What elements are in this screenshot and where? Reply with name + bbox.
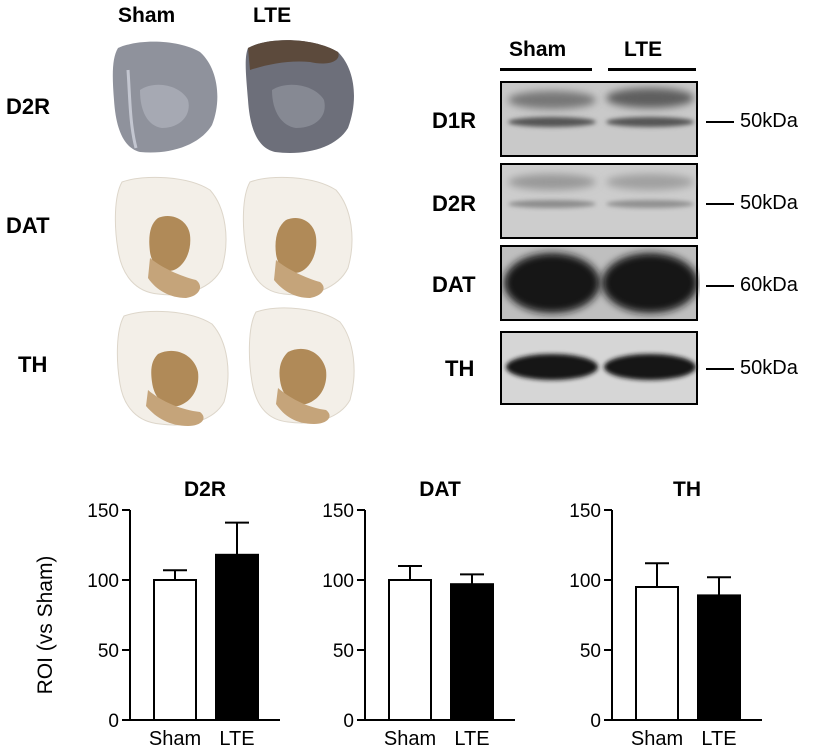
y-tick-label-d2r-100: 100	[87, 571, 119, 592]
chart-title-dat: DAT	[419, 478, 461, 501]
wb-marker-tick-d2r	[706, 203, 734, 205]
brain-section-d2r-lte	[245, 40, 354, 153]
wb-marker-tick-d1r	[706, 121, 734, 123]
bar-th-lte	[697, 594, 741, 721]
bar-dat-lte	[450, 583, 494, 721]
ihc-col-header-lte: LTE	[253, 4, 292, 27]
blot-strip-d1r	[500, 81, 698, 157]
ihc-col-header-sham: Sham	[118, 4, 176, 27]
chart-title-th: TH	[673, 478, 701, 501]
brain-section-dat-sham	[114, 176, 227, 298]
y-tick-label-d2r-50: 50	[98, 641, 119, 662]
brain-section-d2r-sham	[112, 41, 218, 153]
bar-d2r-sham	[153, 579, 197, 721]
wb-col-header-sham: Sham	[509, 38, 567, 61]
wb-size-label-d2r: 50kDa	[740, 192, 798, 214]
bar-d2r-lte	[215, 553, 259, 721]
wb-row-label-d1r: D1R	[432, 108, 477, 133]
ihc-row-label-dat: DAT	[6, 213, 50, 238]
wb-size-label-dat: 60kDa	[740, 274, 798, 296]
wb-row-label-th: TH	[445, 356, 475, 381]
chart-title-d2r: D2R	[184, 478, 226, 501]
wb-sham-underline	[500, 68, 592, 71]
bar-th-sham	[635, 586, 679, 721]
x-tick-label-dat-sham: Sham	[384, 728, 436, 750]
brain-section-th-lte	[248, 307, 355, 424]
y-axis-label: ROI (vs Sham)	[34, 556, 57, 695]
brain-section-dat-lte	[242, 176, 353, 298]
wb-lte-underline	[608, 68, 696, 71]
ihc-row-label-th: TH	[18, 352, 48, 377]
wb-size-label-th: 50kDa	[740, 357, 798, 379]
blot-strip-dat	[500, 245, 698, 321]
blot-strip-d2r	[500, 163, 698, 239]
y-tick-label-dat-50: 50	[333, 641, 354, 662]
wb-marker-tick-dat	[706, 285, 734, 287]
wb-row-label-dat: DAT	[432, 272, 476, 297]
x-tick-label-dat-lte: LTE	[454, 728, 489, 750]
bar-dat-sham	[388, 579, 432, 721]
y-tick-label-d2r-150: 150	[87, 501, 119, 522]
y-tick-label-dat-0: 0	[343, 711, 354, 732]
x-tick-label-th-sham: Sham	[631, 728, 683, 750]
y-tick-label-th-50: 50	[580, 641, 601, 662]
ihc-row-label-d2r: D2R	[6, 94, 51, 119]
blot-strip-th	[500, 331, 698, 405]
western-blot-strips	[500, 81, 698, 405]
wb-size-label-d1r: 50kDa	[740, 110, 798, 132]
y-tick-label-dat-100: 100	[322, 571, 354, 592]
brain-section-th-sham	[116, 310, 229, 426]
y-tick-label-dat-150: 150	[322, 501, 354, 522]
bar-charts: D2R 0 50 100 150 Sham LTE ROI (vs Sham) DAT 0 50 10…	[34, 478, 762, 750]
y-tick-label-th-0: 0	[590, 711, 601, 732]
x-tick-label-th-lte: LTE	[701, 728, 736, 750]
wb-marker-tick-th	[706, 368, 734, 370]
x-tick-label-d2r-sham: Sham	[149, 728, 201, 750]
ihc-section-grid	[112, 40, 355, 426]
wb-col-header-lte: LTE	[624, 38, 663, 61]
y-tick-label-th-150: 150	[569, 501, 601, 522]
y-tick-label-th-100: 100	[569, 571, 601, 592]
wb-row-label-d2r: D2R	[432, 191, 477, 216]
y-tick-label-d2r-0: 0	[108, 711, 119, 732]
x-tick-label-d2r-lte: LTE	[219, 728, 254, 750]
